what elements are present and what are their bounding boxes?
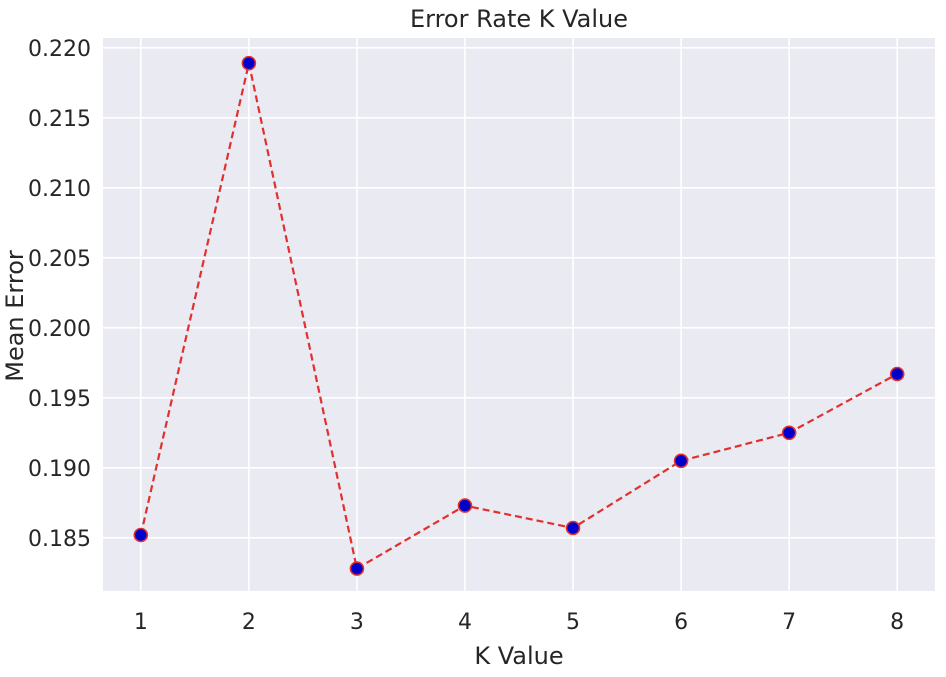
x-tick-labels: 1 2 3 4 5 6 7 8 [134, 610, 904, 635]
data-point [781, 425, 797, 441]
data-points [133, 55, 905, 576]
x-tick-label: 1 [134, 610, 148, 635]
y-tick-label: 0.185 [28, 527, 91, 552]
x-tick-label: 5 [566, 610, 580, 635]
y-tick-label: 0.200 [28, 317, 91, 342]
chart-title: Error Rate K Value [410, 5, 628, 33]
plot-area [103, 38, 935, 591]
data-point [349, 561, 365, 576]
x-tick-label: 7 [782, 610, 796, 635]
y-tick-labels: 0.185 0.190 0.195 0.200 0.205 0.210 0.215 0.220 [28, 37, 91, 552]
x-tick-label: 8 [890, 610, 904, 635]
x-tick-label: 3 [350, 610, 364, 635]
data-point [241, 55, 257, 71]
data-point [565, 520, 581, 536]
grid-lines [103, 38, 935, 591]
data-point [673, 453, 689, 469]
data-point [133, 527, 149, 543]
y-tick-label: 0.215 [28, 107, 91, 132]
y-tick-label: 0.190 [28, 457, 91, 482]
y-tick-label: 0.220 [28, 37, 91, 62]
data-point [889, 366, 905, 382]
data-point [457, 498, 473, 513]
x-tick-label: 2 [242, 610, 256, 635]
x-axis-label: K Value [474, 642, 563, 670]
mean-error-line [139, 62, 898, 571]
y-axis-label: Mean Error [1, 250, 29, 382]
y-tick-label: 0.195 [28, 387, 91, 412]
y-tick-label: 0.210 [28, 177, 91, 202]
x-tick-label: 6 [674, 610, 688, 635]
y-tick-label: 0.205 [28, 247, 91, 272]
x-tick-label: 4 [458, 610, 472, 635]
